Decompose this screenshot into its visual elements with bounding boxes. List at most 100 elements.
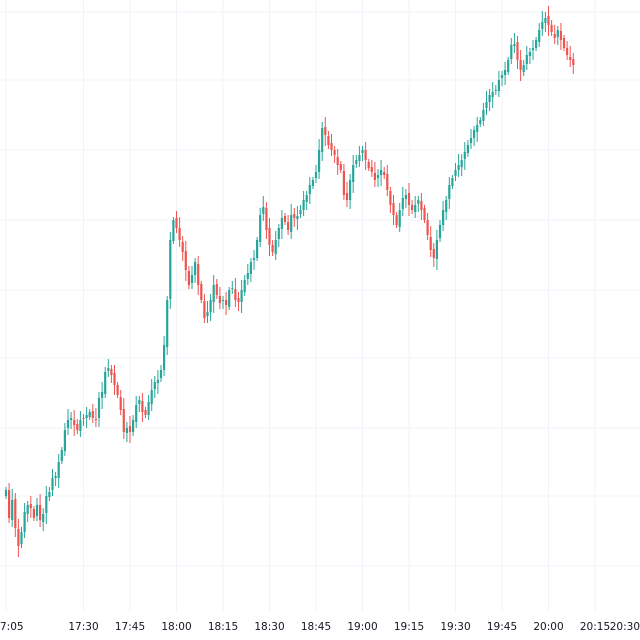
- candle: [553, 25, 556, 44]
- candle: [172, 217, 175, 244]
- candle: [401, 187, 404, 216]
- candle-body: [42, 514, 45, 522]
- candle-body: [175, 218, 178, 228]
- candle-body: [45, 496, 48, 513]
- candle: [169, 232, 172, 309]
- candle-body: [163, 345, 166, 370]
- candle-body: [389, 191, 392, 205]
- candle: [445, 196, 448, 220]
- candle: [302, 191, 305, 216]
- x-axis-tick-label: 19:45: [487, 621, 517, 633]
- candle-body: [352, 165, 355, 182]
- candle: [60, 447, 63, 464]
- candle: [79, 411, 82, 437]
- x-axis-tick-label: 17:45: [115, 621, 145, 633]
- candle: [97, 392, 101, 427]
- candle: [550, 20, 553, 36]
- candle-body: [144, 410, 147, 415]
- candle-body: [97, 398, 101, 418]
- candle: [73, 410, 76, 436]
- candle: [448, 177, 451, 209]
- candle: [535, 37, 538, 51]
- candle: [243, 275, 246, 296]
- candle: [94, 408, 97, 427]
- candle: [45, 486, 48, 524]
- candle-body: [14, 499, 17, 528]
- candle: [66, 409, 70, 435]
- candle-body: [153, 382, 156, 389]
- candle-body: [225, 300, 228, 305]
- candle: [457, 154, 460, 177]
- candle: [283, 213, 287, 225]
- candle: [246, 264, 249, 285]
- candle: [225, 292, 228, 315]
- candle-body: [4, 490, 8, 496]
- candle-body: [473, 130, 476, 138]
- candle: [132, 415, 135, 436]
- candle-body: [166, 300, 169, 347]
- candle: [367, 159, 370, 171]
- candle: [76, 419, 79, 434]
- candle-body: [330, 143, 333, 150]
- candle: [423, 205, 426, 223]
- candle-body: [398, 210, 401, 227]
- candle-body: [215, 284, 218, 295]
- candle-body: [407, 193, 411, 205]
- candle: [119, 390, 122, 415]
- candle-body: [169, 240, 172, 299]
- candle: [336, 149, 339, 175]
- candle-body: [333, 150, 336, 155]
- candle-body: [566, 48, 569, 55]
- candle: [135, 396, 138, 428]
- candle-body: [308, 185, 311, 194]
- candle: [274, 231, 277, 260]
- candle: [252, 250, 256, 270]
- candle: [262, 196, 265, 221]
- candle-body: [8, 490, 11, 518]
- candle: [327, 131, 330, 149]
- candle-body: [516, 42, 519, 60]
- candle: [187, 266, 190, 289]
- candle: [420, 193, 423, 220]
- candle-body: [107, 368, 110, 371]
- candle-body: [420, 201, 423, 210]
- candle-body: [538, 30, 541, 42]
- candle: [358, 146, 361, 167]
- candle: [311, 177, 314, 189]
- candle: [528, 48, 531, 64]
- candle-body: [417, 200, 420, 204]
- candle: [488, 89, 491, 111]
- candle: [333, 146, 336, 163]
- candle-body: [318, 150, 321, 172]
- candle: [82, 414, 85, 426]
- candle: [17, 519, 20, 557]
- x-axis-tick-label: 19:30: [440, 621, 470, 633]
- candle-body: [203, 301, 206, 318]
- candle-body: [376, 175, 380, 178]
- candle: [296, 206, 299, 230]
- candle-body: [556, 30, 559, 37]
- candle-body: [268, 228, 271, 245]
- candle: [485, 91, 488, 115]
- candle: [417, 196, 420, 212]
- candle: [212, 275, 215, 313]
- candle-body: [85, 415, 88, 418]
- candle: [513, 33, 516, 53]
- candle-body: [132, 420, 135, 432]
- candle-body: [429, 237, 432, 250]
- candle: [107, 359, 110, 377]
- candle: [166, 296, 169, 355]
- candle: [11, 489, 14, 527]
- candle: [197, 256, 200, 295]
- candle-body: [550, 25, 553, 32]
- candle: [8, 483, 11, 523]
- candle: [26, 501, 29, 522]
- candle: [150, 379, 153, 411]
- candle-body: [482, 110, 485, 121]
- candle: [398, 203, 401, 232]
- candle: [256, 237, 259, 261]
- candle-body: [39, 505, 42, 520]
- candle-body: [507, 60, 510, 72]
